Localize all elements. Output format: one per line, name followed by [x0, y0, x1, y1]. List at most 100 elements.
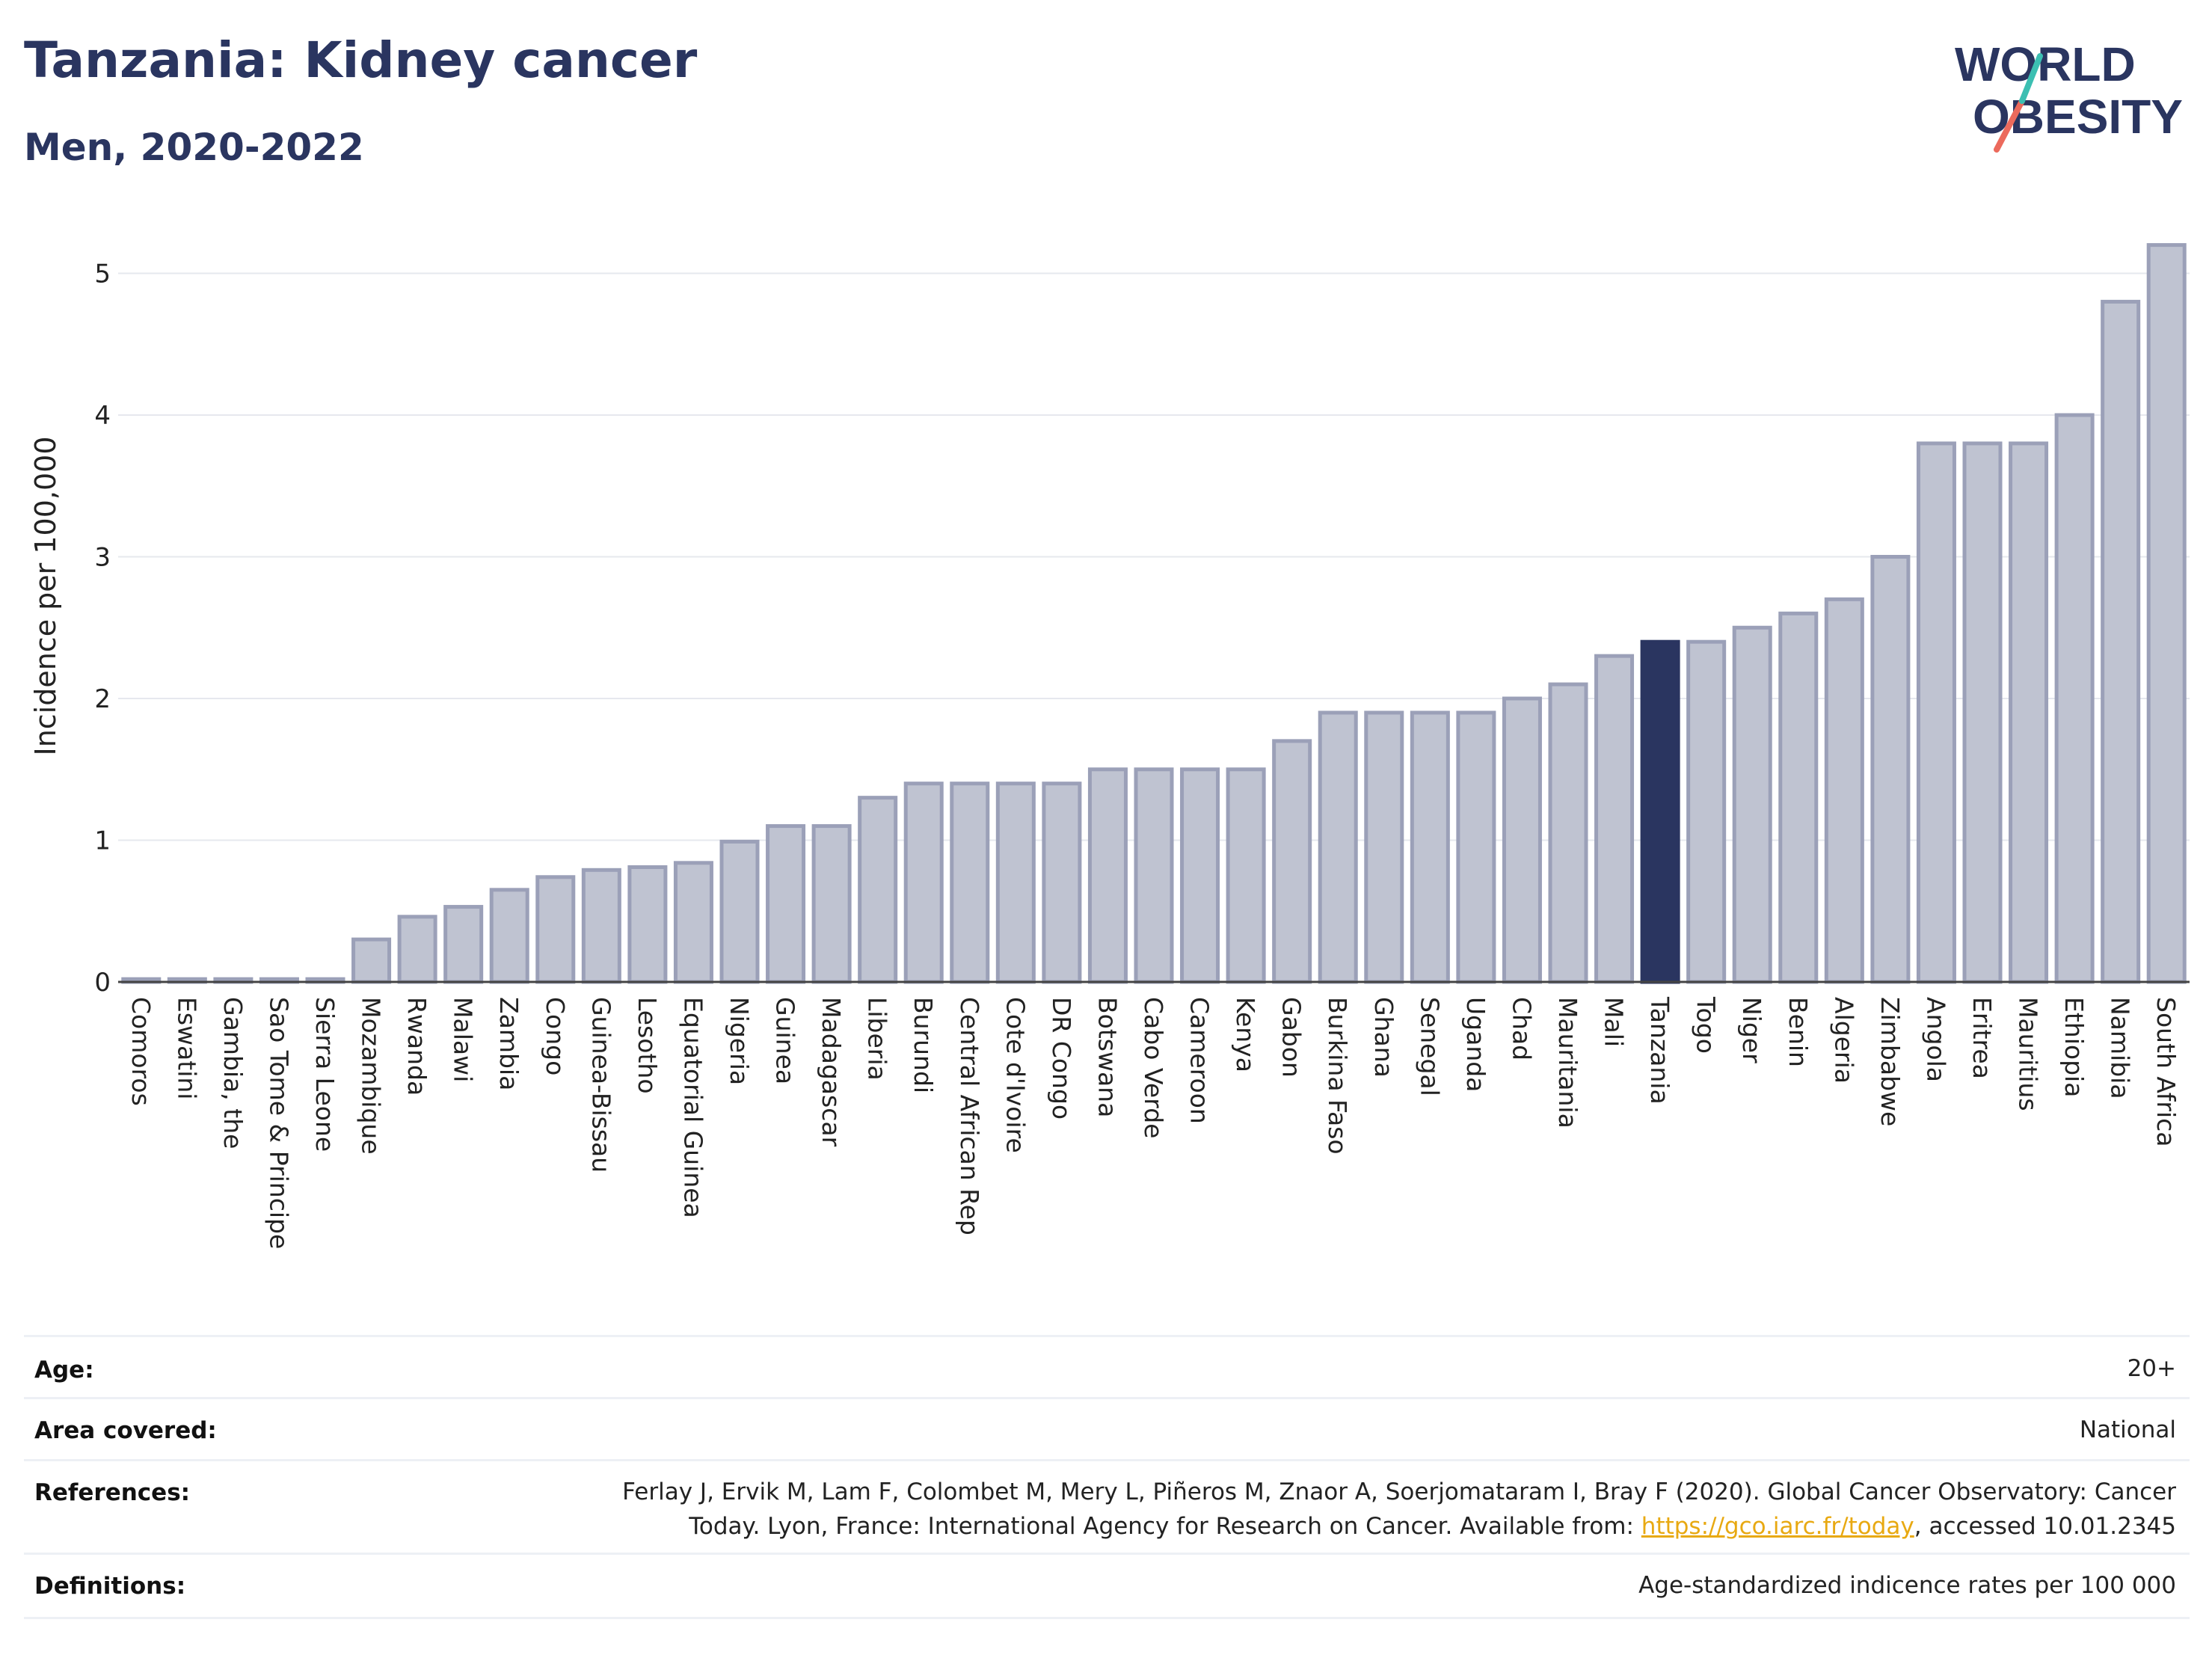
x-tick-label: Mozambique: [357, 997, 386, 1155]
x-tick-label: Cabo Verde: [1139, 997, 1168, 1138]
bar-eritrea: [1962, 441, 2003, 984]
x-tick-label: Cameroon: [1185, 997, 1214, 1124]
references-line-2-text: Today. Lyon, France: International Agenc…: [689, 1513, 1641, 1540]
bar-burundi: [903, 782, 944, 984]
x-tick-label: Equatorial Guinea: [678, 997, 707, 1218]
x-tick-label: Mali: [1600, 997, 1629, 1047]
bar-cote-d-ivoire: [995, 782, 1036, 984]
x-tick-label: Ghana: [1369, 997, 1398, 1078]
x-tick-label: Zimbabwe: [1875, 997, 1905, 1126]
x-tick-label: Malawi: [449, 997, 478, 1082]
x-tick-label: Mauritius: [2014, 997, 2043, 1111]
x-tick-label: Gabon: [1277, 997, 1306, 1078]
y-tick-labels: 0 1 2 3 4 5: [94, 260, 111, 998]
x-tick-label: Madagascar: [817, 997, 846, 1147]
x-tick-label: Mauritania: [1553, 997, 1582, 1129]
x-tick-label: Benin: [1784, 997, 1813, 1067]
references-link[interactable]: https://gco.iarc.fr/today: [1641, 1513, 1914, 1540]
meta-row-references: References: Ferlay J, Ervik M, Lam F, Co…: [24, 1459, 2190, 1555]
age-value: 20+: [2127, 1355, 2176, 1382]
bar-equatorial-guinea: [673, 861, 713, 984]
x-tick-label: Uganda: [1461, 997, 1490, 1092]
x-tick-label: Namibia: [2106, 997, 2135, 1099]
x-tick-label: Comoros: [126, 997, 156, 1106]
x-tick-label: Botswana: [1093, 997, 1122, 1117]
y-tick-label: 1: [94, 826, 111, 856]
bar-gabon: [1272, 739, 1312, 984]
x-tick-label: Eswatini: [172, 997, 201, 1099]
bars: [118, 243, 2190, 984]
bar-cameroon: [1180, 767, 1220, 984]
bar-ethiopia: [2054, 413, 2095, 984]
area-value: National: [2079, 1416, 2176, 1443]
chart-title: Tanzania: Kidney cancer: [24, 31, 698, 89]
bar-angola: [1916, 441, 1956, 984]
x-tick-labels: Comoros Eswatini Gambia, the Sao Tome & Pri…: [126, 996, 2181, 1249]
x-tick-label: Ethiopia: [2059, 997, 2089, 1097]
x-tick-label: Kenya: [1231, 997, 1260, 1072]
x-tick-label: Nigeria: [725, 997, 754, 1085]
x-tick-label: South Africa: [2151, 997, 2181, 1147]
bar-central-african-rep: [950, 782, 990, 984]
x-tick-label: Liberia: [863, 997, 892, 1081]
bar-mauritania: [1548, 682, 1588, 984]
meta-row-definitions: Definitions: Age-standardized indicence …: [24, 1553, 2190, 1619]
x-tick-label: Sao Tome & Principe: [264, 997, 293, 1249]
x-tick-label: Gambia, the: [218, 997, 248, 1149]
chart-subtitle: Men, 2020-2022: [24, 126, 364, 169]
x-tick-label: Niger: [1737, 997, 1766, 1063]
x-tick-label: Sierra Leone: [310, 997, 340, 1152]
metadata-table: Age: 20+ Area covered: National Referenc…: [24, 1335, 2190, 1649]
world-obesity-logo: WORLD OBESITY: [1955, 37, 2183, 153]
x-tick-label: Lesotho: [633, 997, 662, 1094]
bar-zambia: [489, 888, 529, 984]
y-axis-label: Incidence per 100,000: [29, 436, 62, 755]
bar-mauritius: [2009, 441, 2049, 984]
bar-mali: [1594, 654, 1635, 984]
x-tick-label: Cote d'Ivoire: [1001, 997, 1030, 1153]
bar-zimbabwe: [1870, 555, 1911, 984]
bar-nigeria: [719, 839, 760, 984]
x-tick-label: Togo: [1692, 996, 1721, 1054]
y-tick-label: 2: [94, 684, 111, 714]
x-tick-label: Burkina Faso: [1323, 997, 1352, 1155]
y-tick-label: 3: [94, 543, 111, 573]
x-tick-label: Senegal: [1415, 997, 1444, 1096]
bar-kenya: [1226, 767, 1266, 984]
bar-lesotho: [627, 865, 668, 984]
x-tick-label: Rwanda: [402, 997, 431, 1096]
bar-guinea: [766, 824, 806, 984]
bar-chart: 0 1 2 3 4 5 Comoros Eswatini Gambia, the Sao Tom…: [29, 243, 2190, 1249]
bar-mozambique: [351, 937, 392, 984]
bar-algeria: [1824, 597, 1864, 984]
bar-burkina-faso: [1318, 710, 1358, 984]
area-label: Area covered:: [34, 1417, 217, 1444]
bar-congo: [535, 875, 576, 984]
bar-chad: [1502, 696, 1542, 984]
bar-malawi: [443, 905, 484, 984]
bar-uganda: [1456, 710, 1496, 984]
age-label: Age:: [34, 1357, 94, 1384]
bar-dr-congo: [1042, 782, 1082, 984]
definitions-label: Definitions:: [34, 1573, 186, 1600]
logo-text-world: WORLD: [1955, 37, 2136, 91]
bar-togo: [1686, 639, 1727, 984]
references-value: Ferlay J, Ervik M, Lam F, Colombet M, Me…: [622, 1475, 2176, 1544]
y-tick-label: 4: [94, 401, 111, 431]
bar-cabo-verde: [1134, 767, 1174, 984]
references-line-2: Today. Lyon, France: International Agenc…: [622, 1509, 2176, 1544]
meta-row-area: Area covered: National: [24, 1397, 2190, 1461]
x-tick-label: Tanzania: [1645, 996, 1674, 1105]
references-line-1: Ferlay J, Ervik M, Lam F, Colombet M, Me…: [622, 1479, 2176, 1505]
x-tick-label: Algeria: [1829, 997, 1858, 1084]
bar-liberia: [858, 796, 898, 984]
logo-slash-coral: [1994, 98, 2025, 153]
bar-niger: [1732, 625, 1772, 984]
bar-namibia: [2101, 299, 2141, 984]
x-tick-label: Congo: [541, 997, 570, 1075]
bar-benin: [1778, 611, 1819, 984]
x-tick-label: Angola: [1921, 997, 1950, 1082]
references-label: References:: [34, 1479, 191, 1506]
bar-senegal: [1410, 710, 1450, 984]
bar-madagascar: [811, 824, 852, 984]
